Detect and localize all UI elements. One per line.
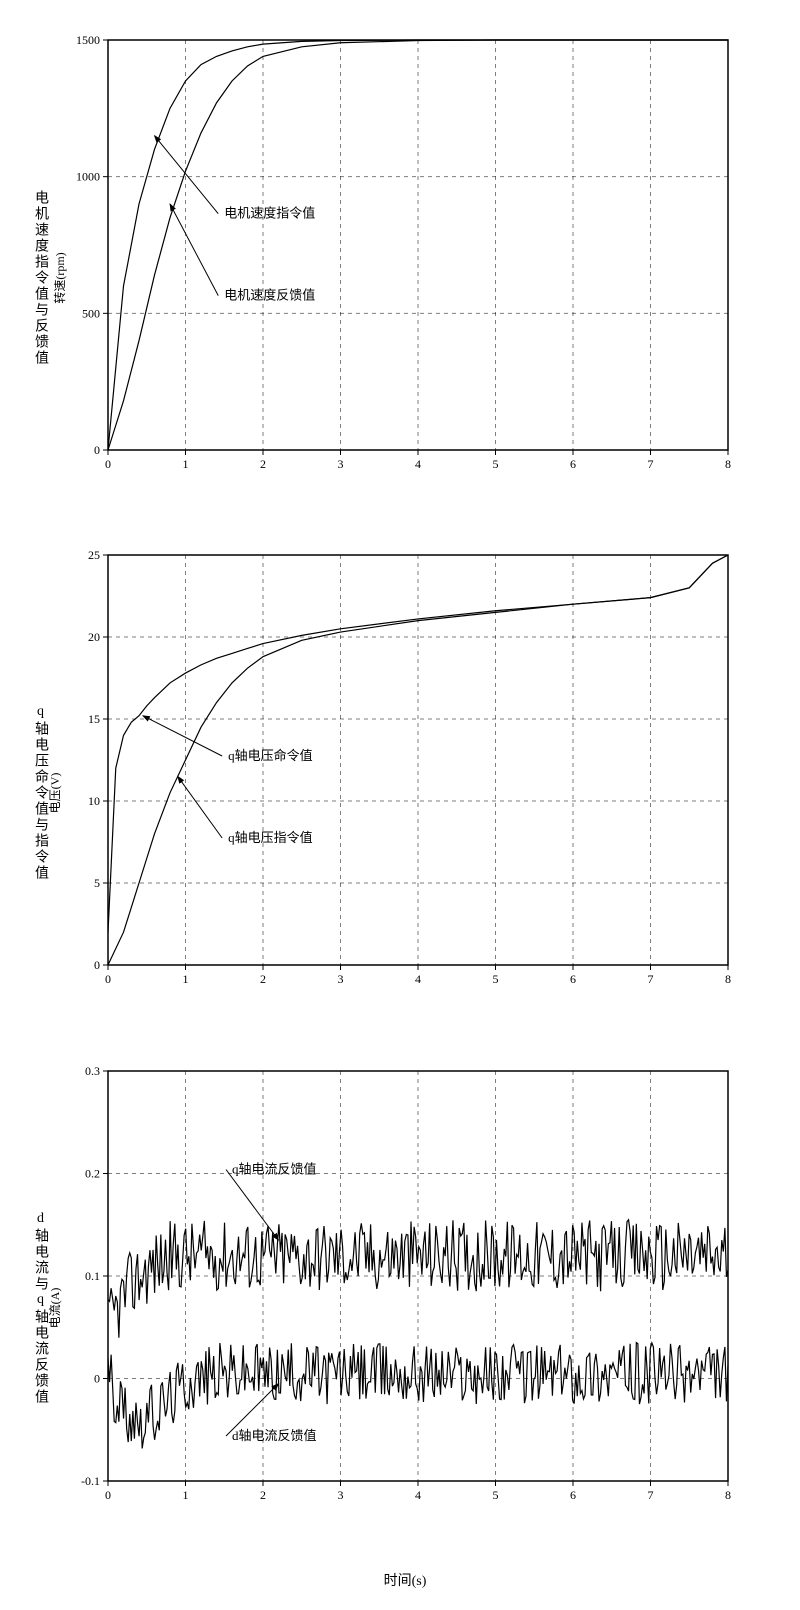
svg-text:0: 0	[94, 443, 100, 457]
svg-text:6: 6	[570, 457, 576, 471]
svg-text:q轴电压指令值: q轴电压指令值	[228, 830, 313, 845]
svg-text:10: 10	[88, 794, 100, 808]
svg-text:4: 4	[415, 457, 421, 471]
svg-text:20: 20	[88, 630, 100, 644]
figure: 电机速度指令值与反馈值 转速(rpm) 01234567805001000150…	[0, 0, 800, 1610]
svg-text:-0.1: -0.1	[81, 1474, 100, 1488]
svg-text:5: 5	[493, 457, 499, 471]
svg-text:15: 15	[88, 712, 100, 726]
svg-text:1: 1	[183, 1488, 189, 1502]
svg-text:0.3: 0.3	[85, 1064, 100, 1078]
panel-1: 电机速度指令值与反馈值 转速(rpm) 0 1 2 3 4 5 6 7 8 0 500 1000 150…	[30, 20, 780, 535]
x-axis-label: 时间(s)	[30, 1570, 780, 1590]
svg-text:2: 2	[260, 972, 266, 986]
panel-1-ylabel: 转速(rpm)	[51, 252, 68, 303]
panel-2-ylabel: 电压(V)	[46, 773, 63, 814]
svg-text:4: 4	[415, 972, 421, 986]
svg-text:3: 3	[338, 972, 344, 986]
svg-text:8: 8	[725, 972, 731, 986]
svg-text:3: 3	[338, 1488, 344, 1502]
svg-text:0.2: 0.2	[85, 1166, 100, 1180]
svg-text:2: 2	[260, 457, 266, 471]
svg-text:500: 500	[82, 306, 100, 320]
svg-text:1: 1	[183, 457, 189, 471]
svg-text:0.1: 0.1	[85, 1269, 100, 1283]
svg-text:1500: 1500	[76, 33, 100, 47]
panel-3-content: 电流(A) 012345678-0.100.10.20.3q轴电流反馈值d轴电流…	[58, 1051, 780, 1566]
svg-text:0: 0	[94, 958, 100, 972]
svg-text:0: 0	[105, 972, 111, 986]
panel-1-svg: 0 1 2 3 4 5 6 7 8 0 500 1000 1500 电机速度指令值电机速度反馈值	[58, 20, 738, 490]
panel-1-content: 转速(rpm) 012345678050010001500电机速度指令值电机速度…	[58, 20, 780, 535]
panel-1-title: 电机速度指令值与反馈值	[30, 190, 50, 366]
svg-text:5: 5	[493, 1488, 499, 1502]
svg-text:0: 0	[105, 457, 111, 471]
svg-text:电机速度指令值: 电机速度指令值	[224, 206, 315, 221]
svg-text:1000: 1000	[76, 170, 100, 184]
panel-2-svg: 0 1 2 3 4 5 6 7 8 0 5 10 15 20 25 q轴电压命令值 q轴电压指令值	[58, 535, 738, 1005]
svg-text:6: 6	[570, 1488, 576, 1502]
panel-2-content: 电压(V) 0123456780510152025q轴电压命令值q轴电压指令值	[58, 535, 780, 1050]
svg-text:2: 2	[260, 1488, 266, 1502]
svg-text:5: 5	[493, 972, 499, 986]
svg-text:7: 7	[648, 457, 654, 471]
panel-3-svg: 0 1 2 3 4 5 6 7 8 -0.1 0 0.1 0.2 0.3 q轴电流反馈值 d轴电流反馈值	[58, 1051, 738, 1521]
svg-text:0: 0	[94, 1371, 100, 1385]
svg-text:25: 25	[88, 548, 100, 562]
svg-text:q轴电流反馈值: q轴电流反馈值	[232, 1161, 317, 1176]
svg-text:8: 8	[725, 1488, 731, 1502]
svg-text:4: 4	[415, 1488, 421, 1502]
svg-text:1: 1	[183, 972, 189, 986]
panel-3: d轴电流与q轴电流反馈值 电流(A) 012345678-0.100.10.20…	[30, 1051, 780, 1566]
svg-text:q轴电压命令值: q轴电压命令值	[228, 748, 313, 763]
svg-text:7: 7	[648, 972, 654, 986]
svg-text:电机速度反馈值: 电机速度反馈值	[224, 288, 315, 303]
svg-text:6: 6	[570, 972, 576, 986]
panel-3-ylabel: 电流(A)	[46, 1288, 63, 1329]
svg-text:3: 3	[338, 457, 344, 471]
svg-text:7: 7	[648, 1488, 654, 1502]
svg-text:8: 8	[725, 457, 731, 471]
svg-text:0: 0	[105, 1488, 111, 1502]
panel-2: q轴电压命令值与指令值 电压(V) 0123456780510152025q轴电…	[30, 535, 780, 1050]
svg-text:5: 5	[94, 876, 100, 890]
svg-text:d轴电流反馈值: d轴电流反馈值	[232, 1428, 317, 1443]
